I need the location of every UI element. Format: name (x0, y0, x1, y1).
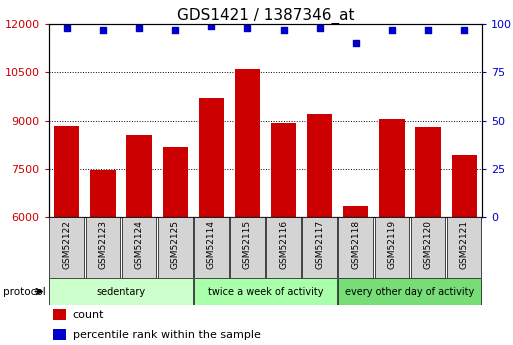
Point (243, 25, 251, 31)
Point (171, 27, 179, 33)
Text: GSM52114: GSM52114 (207, 220, 216, 269)
Text: every other day of activity: every other day of activity (345, 287, 475, 296)
Bar (374, 217, 409, 278)
Text: GSM52115: GSM52115 (243, 220, 252, 269)
Bar (53, 309, 66, 321)
Text: GSM52116: GSM52116 (279, 220, 288, 269)
Text: GSM52121: GSM52121 (460, 220, 469, 269)
Text: twice a week of activity: twice a week of activity (208, 287, 323, 296)
Bar (230, 217, 265, 278)
Point (460, 27, 468, 33)
Point (280, 27, 288, 33)
Bar (163, 147, 188, 217)
Point (99, 27, 107, 33)
Text: GSM52120: GSM52120 (424, 220, 432, 269)
Bar (122, 217, 156, 278)
Bar (451, 155, 477, 217)
Bar (90, 170, 115, 217)
Text: GSM52118: GSM52118 (351, 220, 360, 269)
Bar (411, 217, 445, 278)
Bar (235, 69, 260, 217)
Text: protocol: protocol (3, 287, 45, 296)
Bar (379, 119, 405, 217)
Text: GSM52125: GSM52125 (171, 220, 180, 269)
Bar (158, 217, 192, 278)
Point (352, 41, 360, 46)
Point (424, 27, 432, 33)
Bar (86, 217, 120, 278)
Text: GSM52123: GSM52123 (98, 220, 107, 269)
Bar (49, 278, 192, 305)
Bar (339, 278, 482, 305)
Text: sedentary: sedentary (96, 287, 146, 296)
Bar (194, 278, 337, 305)
Text: count: count (73, 310, 104, 320)
Bar (416, 127, 441, 217)
Bar (447, 217, 482, 278)
Text: GSM52119: GSM52119 (387, 220, 397, 269)
Title: GDS1421 / 1387346_at: GDS1421 / 1387346_at (176, 8, 354, 24)
Bar (307, 114, 332, 217)
Point (135, 25, 143, 31)
Bar (302, 217, 337, 278)
Point (315, 25, 324, 31)
Bar (53, 329, 66, 340)
Bar (49, 217, 84, 278)
Bar (199, 98, 224, 217)
Bar (194, 217, 229, 278)
Text: GSM52122: GSM52122 (62, 220, 71, 269)
Text: GSM52124: GSM52124 (134, 220, 144, 269)
Bar (54, 126, 80, 217)
Bar (126, 135, 152, 217)
Point (388, 27, 396, 33)
Bar (343, 206, 368, 217)
Text: GSM52117: GSM52117 (315, 220, 324, 269)
Bar (271, 123, 296, 217)
Bar (339, 217, 373, 278)
Point (207, 23, 215, 29)
Point (63, 25, 71, 31)
Bar (266, 217, 301, 278)
Text: percentile rank within the sample: percentile rank within the sample (73, 330, 261, 340)
